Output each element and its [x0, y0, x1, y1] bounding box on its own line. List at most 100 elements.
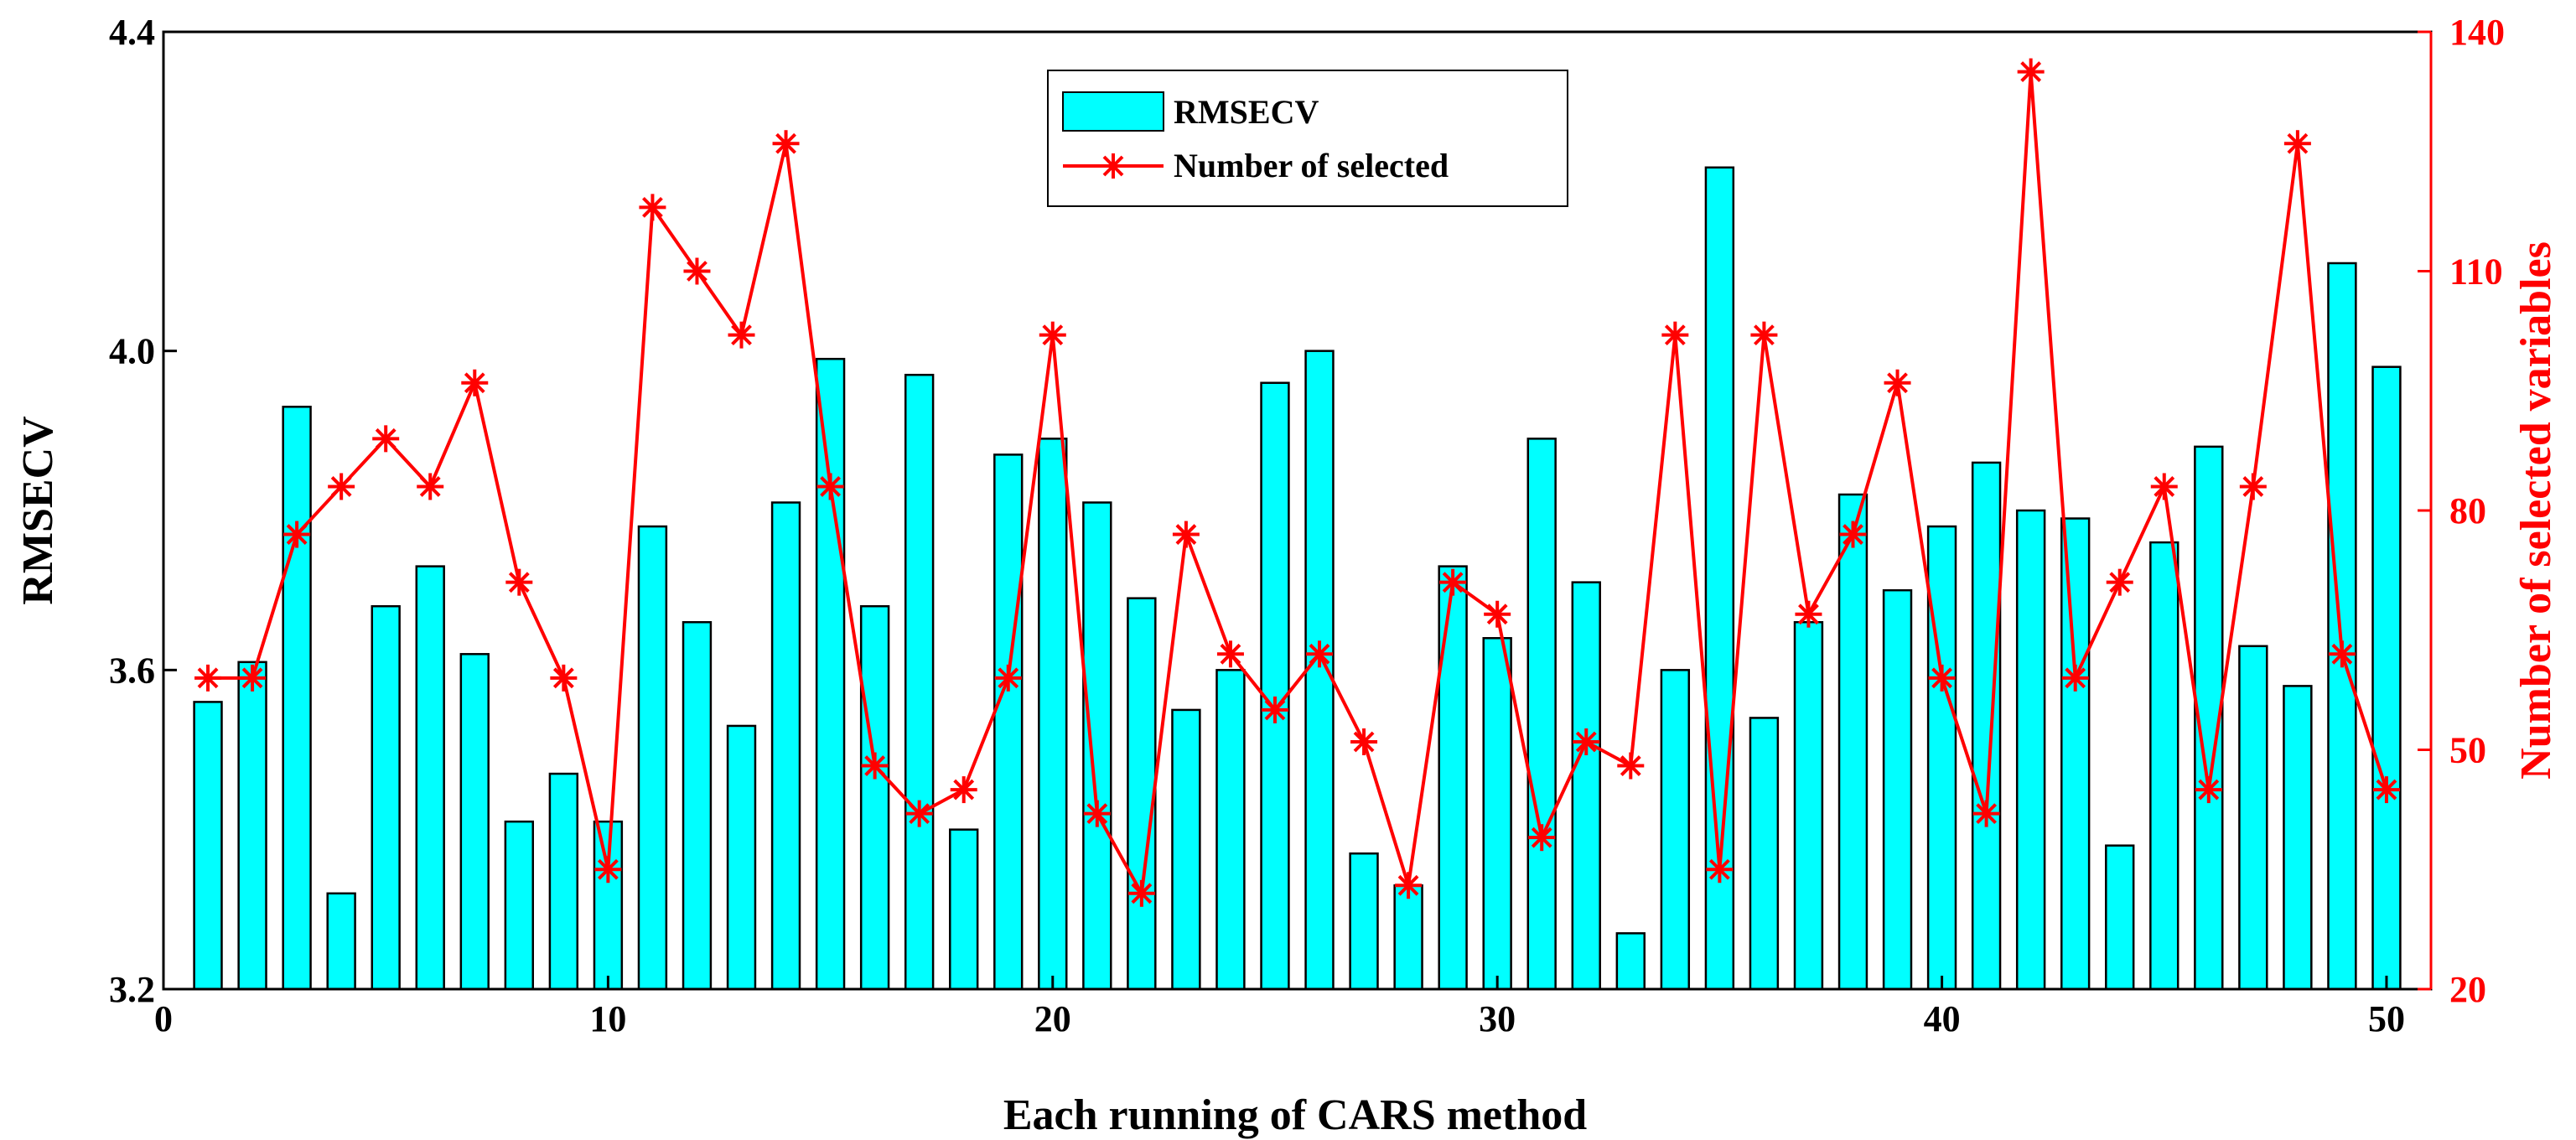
line-point-run-28: [1395, 872, 1423, 899]
bar-run-42: [2015, 509, 2046, 991]
bar-run-21: [1082, 501, 1112, 991]
bar-run-23: [1171, 708, 1201, 991]
bar-run-20: [1038, 438, 1068, 991]
line-point-run-5: [372, 425, 400, 453]
line-point-run-49: [2328, 640, 2356, 668]
line-point-run-24: [1216, 640, 1244, 668]
line-point-run-37: [1795, 600, 1822, 628]
bar-run-6: [415, 565, 445, 991]
line-point-run-48: [2283, 130, 2311, 158]
bar-run-9: [548, 772, 579, 991]
line-point-run-9: [550, 664, 578, 692]
bar-run-19: [993, 453, 1024, 991]
legend-box: [1047, 70, 1568, 207]
bar-run-13: [726, 724, 757, 991]
line-point-run-4: [328, 473, 355, 500]
x-axis-title: Each running of CARS method: [1003, 1091, 1587, 1139]
line-point-run-11: [639, 194, 666, 221]
bar-run-17: [904, 373, 935, 991]
line-point-run-7: [461, 369, 489, 396]
line-point-run-29: [1439, 568, 1467, 596]
y-left-tick-label: 4.4: [109, 12, 155, 53]
line-point-run-20: [1039, 321, 1066, 349]
bar-run-36: [1749, 717, 1780, 991]
bar-run-40: [1926, 525, 1957, 991]
bar-run-49: [2327, 262, 2357, 991]
line-point-run-6: [417, 473, 444, 500]
line-point-run-19: [994, 664, 1022, 692]
x-tick-label: 40: [1924, 998, 1961, 1039]
bar-run-43: [2060, 517, 2091, 991]
line-point-run-39: [1884, 369, 1911, 396]
line-point-run-16: [861, 752, 889, 780]
line-number-of-selected: [208, 71, 2388, 899]
line-point-run-34: [1661, 321, 1689, 349]
bar-run-29: [1438, 565, 1468, 991]
line-point-run-40: [1928, 664, 1956, 692]
bar-run-12: [682, 620, 713, 991]
x-tick-label: 10: [589, 998, 626, 1039]
line-point-run-27: [1350, 728, 1378, 755]
x-tick-label: 0: [154, 998, 173, 1039]
bar-run-38: [1837, 493, 1869, 991]
bar-run-7: [459, 653, 490, 991]
line-point-run-42: [2017, 58, 2045, 86]
bar-run-45: [2149, 541, 2179, 991]
line-point-run-14: [772, 130, 800, 158]
line-point-run-15: [816, 473, 844, 500]
x-tick-label: 30: [1479, 998, 1516, 1039]
line-point-run-36: [1750, 321, 1778, 349]
line-point-run-8: [505, 568, 533, 596]
line-point-run-31: [1528, 824, 1556, 852]
bar-run-2: [237, 661, 267, 991]
line-point-run-25: [1261, 696, 1288, 723]
bar-run-28: [1393, 884, 1423, 991]
line-point-run-26: [1306, 640, 1334, 668]
bar-run-11: [637, 525, 668, 991]
line-point-run-41: [1972, 800, 2000, 827]
line-point-run-21: [1083, 800, 1111, 827]
bar-run-5: [371, 604, 401, 991]
bar-run-18: [949, 828, 979, 991]
bar-run-34: [1660, 669, 1691, 991]
bar-run-30: [1482, 637, 1512, 991]
y-right-tick-label: 50: [2449, 730, 2486, 771]
line-series-number-of-selected: [194, 58, 2400, 907]
line-point-run-30: [1484, 600, 1511, 628]
bar-run-27: [1349, 852, 1379, 991]
bar-run-47: [2238, 645, 2268, 991]
bar-run-50: [2371, 365, 2402, 991]
line-point-run-23: [1172, 521, 1200, 548]
bar-run-24: [1215, 669, 1246, 991]
bar-run-39: [1882, 588, 1913, 991]
y-right-axis-title: Number of selected variables: [2512, 241, 2560, 780]
y-left-tick-label: 4.0: [109, 331, 155, 372]
legend: RMSECV Number of selected: [1047, 70, 1568, 207]
legend-label-number-of-selected: Number of selected: [1174, 147, 1449, 184]
bar-run-8: [504, 820, 535, 991]
line-point-run-18: [950, 776, 977, 804]
y-right-tick-label: 80: [2449, 490, 2486, 531]
line-point-run-50: [2372, 776, 2400, 804]
y-right-tick-label: 110: [2449, 251, 2503, 293]
line-point-run-38: [1839, 521, 1867, 548]
x-tick-label: 20: [1034, 998, 1071, 1039]
y-left-tick-label: 3.2: [109, 969, 155, 1010]
y-right-tick-label: 20: [2449, 969, 2486, 1010]
bar-run-1: [193, 701, 223, 991]
line-point-run-13: [728, 321, 755, 349]
bar-run-31: [1526, 438, 1557, 991]
bar-run-37: [1793, 620, 1824, 991]
line-point-run-43: [2061, 664, 2089, 692]
bar-run-4: [326, 892, 356, 991]
bar-run-3: [282, 406, 312, 991]
line-point-run-45: [2150, 473, 2178, 500]
line-point-run-3: [283, 521, 311, 548]
line-point-run-46: [2195, 776, 2222, 804]
bar-run-41: [1971, 461, 2002, 991]
line-point-run-35: [1706, 856, 1734, 884]
line-point-run-32: [1573, 728, 1600, 755]
bar-run-33: [1615, 932, 1646, 991]
line-point-run-22: [1127, 879, 1155, 907]
